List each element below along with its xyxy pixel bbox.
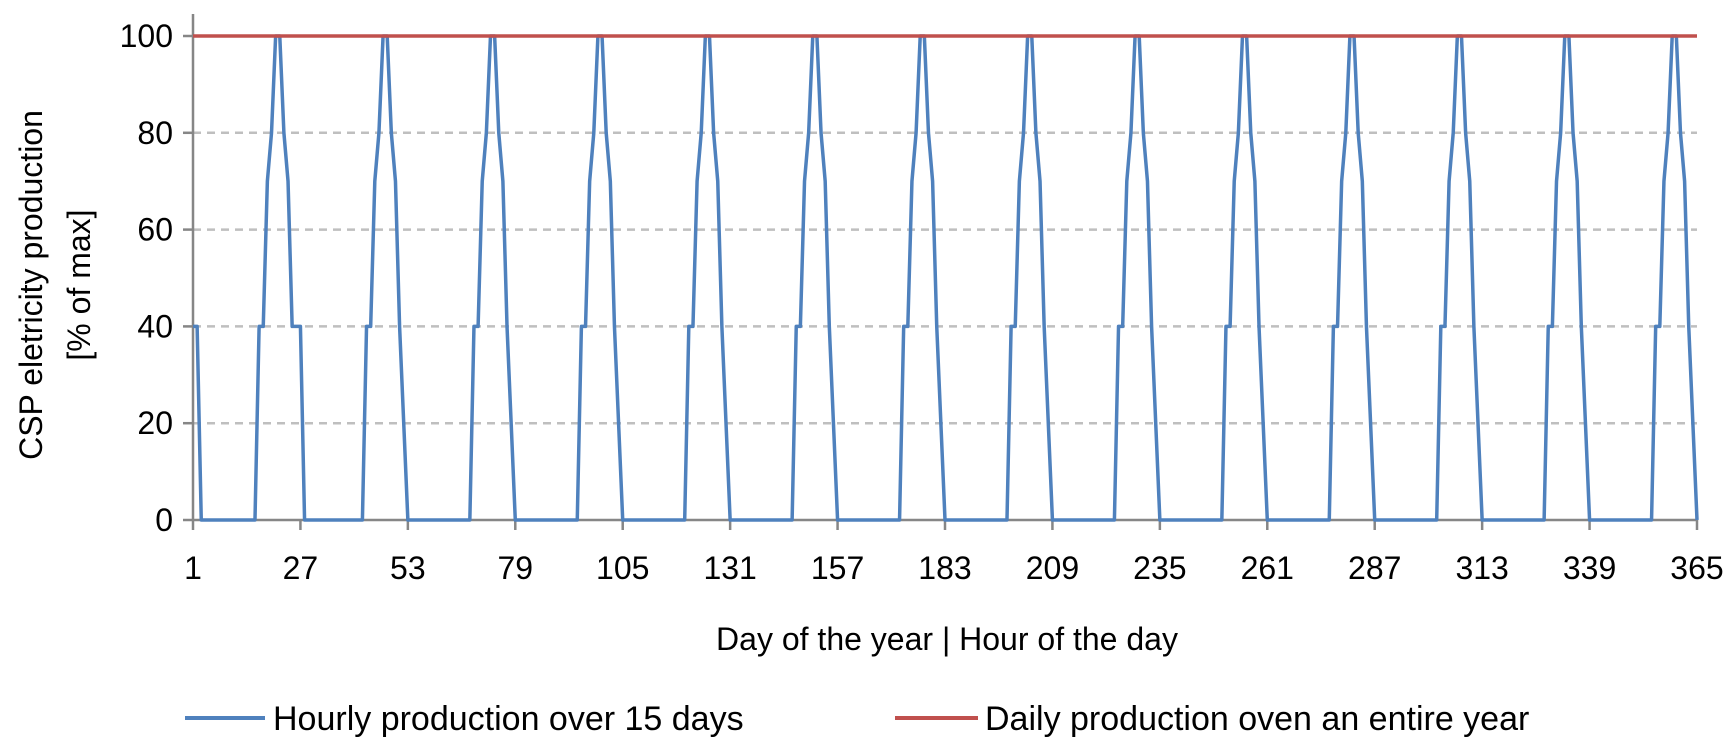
y-tick-label-20: 20 [137, 405, 173, 441]
y-tick-labels: 0 20 40 60 80 100 [120, 18, 173, 538]
y-tick-label-40: 40 [137, 308, 173, 344]
x-tick-label-131: 131 [703, 550, 756, 586]
legend-label-hourly: Hourly production over 15 days [273, 700, 744, 738]
y-tick-label-60: 60 [137, 212, 173, 248]
y-tick-label-80: 80 [137, 115, 173, 151]
x-tick-label-183: 183 [918, 550, 971, 586]
x-tick-label-261: 261 [1241, 550, 1294, 586]
x-tick-label-105: 105 [596, 550, 649, 586]
x-tick-label-235: 235 [1133, 550, 1186, 586]
y-tick-label-100: 100 [120, 18, 173, 54]
y-axis-title-line2: [% of max] [61, 209, 97, 360]
legend: Hourly production over 15 days Daily pro… [185, 700, 1529, 738]
x-tick-label-339: 339 [1563, 550, 1616, 586]
x-tick-label-365: 365 [1670, 550, 1723, 586]
x-tick-label-1: 1 [184, 550, 202, 586]
x-tick-label-209: 209 [1026, 550, 1079, 586]
x-axis-title: Day of the year | Hour of the day [716, 621, 1178, 657]
x-tick-label-79: 79 [497, 550, 533, 586]
y-tick-label-0: 0 [155, 502, 173, 538]
legend-label-daily: Daily production oven an entire year [985, 700, 1529, 738]
x-tick-label-27: 27 [283, 550, 319, 586]
y-axis-title-line1: CSP eletricity production [13, 110, 49, 460]
x-tick-label-287: 287 [1348, 550, 1401, 586]
axes [183, 14, 1699, 530]
x-tick-label-53: 53 [390, 550, 426, 586]
x-tick-labels: 1 27 53 79 105 131 157 183 209 235 261 287 313 339 365 [184, 550, 1724, 586]
series-lines [193, 34, 1699, 522]
series-hourly-line [193, 34, 1699, 522]
x-tick-label-157: 157 [811, 550, 864, 586]
x-tick-label-313: 313 [1455, 550, 1508, 586]
